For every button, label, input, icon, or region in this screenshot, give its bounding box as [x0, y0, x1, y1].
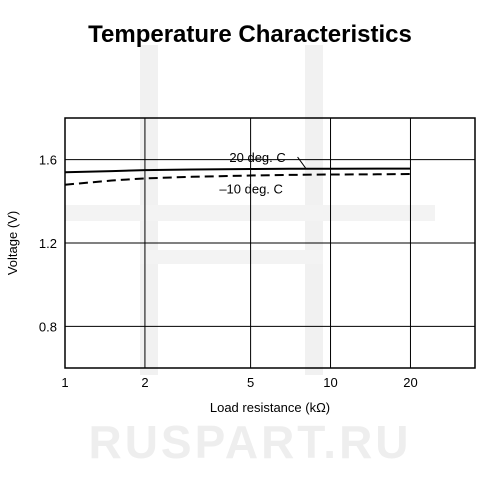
x-tick-label: 10 [323, 375, 337, 390]
watermark-text: RUSPART.RU [88, 416, 411, 468]
x-tick-label: 5 [247, 375, 254, 390]
plot-frame [64, 117, 476, 369]
series-line-2 [64, 173, 411, 186]
x-axis-title: Load resistance (kΩ) [210, 400, 330, 415]
series-lines [64, 167, 411, 186]
y-tick-label: 0.8 [39, 319, 57, 334]
x-tick-label: 1 [61, 375, 68, 390]
series-label-minus-10-deg: –10 deg. C [219, 182, 283, 197]
series-label-20-deg: 20 deg. C [229, 150, 285, 165]
y-tick-labels: 0.8 1.2 1.6 [39, 153, 57, 335]
chart-title: Temperature Characteristics [88, 21, 412, 48]
y-tick-label: 1.6 [39, 153, 57, 168]
series-line-1 [64, 167, 411, 174]
series-labels: 20 deg. C –10 deg. C [219, 150, 306, 197]
series-label-leader [297, 156, 306, 169]
x-tick-labels: 1 2 5 10 20 [61, 375, 417, 390]
x-tick-label: 2 [141, 375, 148, 390]
y-tick-label: 1.2 [39, 236, 57, 251]
y-axis-title: Voltage (V) [5, 211, 20, 275]
grid-lines [65, 118, 475, 368]
x-tick-label: 20 [403, 375, 417, 390]
